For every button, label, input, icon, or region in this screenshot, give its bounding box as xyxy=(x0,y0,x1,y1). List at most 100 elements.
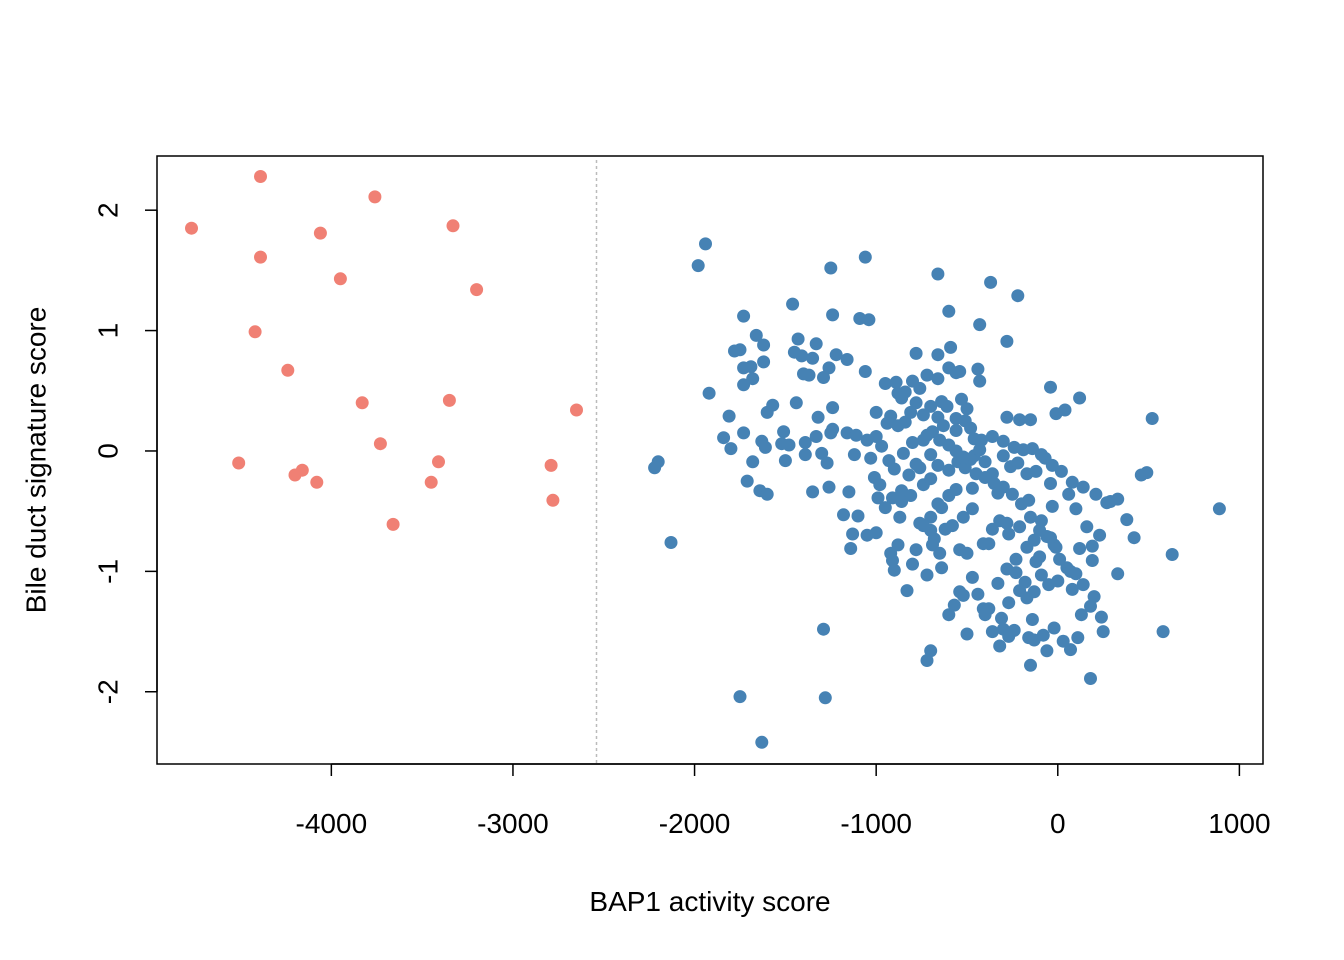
data-point xyxy=(931,348,945,362)
data-point xyxy=(1049,540,1063,554)
data-point xyxy=(902,468,916,482)
data-point xyxy=(373,437,387,451)
data-point xyxy=(842,485,856,499)
data-point xyxy=(844,542,858,555)
x-tick-label: 0 xyxy=(1050,808,1066,839)
data-point xyxy=(996,434,1010,448)
data-point xyxy=(1044,477,1057,490)
data-point xyxy=(942,304,956,318)
data-point xyxy=(733,690,747,704)
data-point xyxy=(1044,380,1057,394)
data-point xyxy=(889,375,903,389)
data-point xyxy=(964,421,978,435)
data-point xyxy=(860,433,874,447)
data-point xyxy=(887,563,901,577)
data-point xyxy=(1085,539,1099,553)
data-point xyxy=(840,353,854,366)
data-point xyxy=(1053,552,1067,566)
data-point xyxy=(546,493,560,507)
data-point xyxy=(1080,520,1094,534)
data-point xyxy=(1005,487,1019,501)
data-point xyxy=(1094,610,1108,624)
data-point xyxy=(933,546,947,560)
data-point xyxy=(869,526,883,540)
data-point xyxy=(755,434,769,448)
data-point xyxy=(648,461,662,475)
data-point xyxy=(973,318,987,332)
y-tick-label: -2 xyxy=(93,679,124,704)
data-point xyxy=(955,392,968,406)
data-point xyxy=(1212,502,1226,516)
data-point xyxy=(791,332,805,346)
data-point xyxy=(1025,613,1039,626)
data-point xyxy=(820,456,834,470)
data-point xyxy=(254,250,267,264)
data-point xyxy=(424,475,438,489)
data-point xyxy=(1011,289,1025,303)
data-point xyxy=(717,431,731,445)
data-point xyxy=(847,448,861,462)
data-point xyxy=(949,424,963,437)
data-point xyxy=(909,346,923,360)
data-point xyxy=(777,425,791,439)
data-point xyxy=(1056,634,1070,648)
data-point xyxy=(935,561,949,575)
data-point xyxy=(822,361,836,375)
data-point xyxy=(1084,599,1097,613)
data-point xyxy=(924,510,938,524)
data-point xyxy=(853,312,867,325)
data-point xyxy=(1073,391,1087,405)
data-point xyxy=(973,374,987,388)
data-point xyxy=(1145,412,1159,425)
data-point xyxy=(893,510,907,524)
data-point xyxy=(755,735,769,749)
y-tick-label: 1 xyxy=(93,323,124,339)
data-point xyxy=(1000,334,1014,348)
y-axis-label: Bile duct signature score xyxy=(21,307,52,614)
data-point xyxy=(1002,527,1016,541)
data-point xyxy=(733,343,747,357)
y-tick-label: 0 xyxy=(93,443,124,459)
data-point xyxy=(1034,448,1048,462)
data-point xyxy=(960,402,974,416)
data-point xyxy=(787,345,801,359)
data-point xyxy=(984,275,998,289)
data-point xyxy=(1073,542,1087,555)
data-point xyxy=(724,442,738,456)
data-point xyxy=(1065,582,1079,596)
data-point xyxy=(991,576,1005,590)
data-point xyxy=(1047,621,1061,635)
data-point xyxy=(953,585,967,599)
data-point xyxy=(1089,487,1103,501)
data-point xyxy=(789,396,803,410)
data-point xyxy=(920,568,934,582)
data-point xyxy=(470,283,484,297)
data-point xyxy=(924,644,938,658)
data-point xyxy=(1000,410,1014,424)
data-point xyxy=(913,461,927,475)
data-point xyxy=(965,570,979,584)
data-point xyxy=(1009,552,1023,566)
data-point xyxy=(386,517,400,531)
data-point xyxy=(909,543,923,557)
data-point xyxy=(1027,533,1041,547)
data-point xyxy=(295,463,309,477)
data-point xyxy=(544,458,558,472)
data-point xyxy=(886,491,899,505)
data-point xyxy=(1009,566,1023,580)
data-point xyxy=(849,428,863,442)
data-point xyxy=(1100,496,1114,510)
data-point xyxy=(858,250,872,264)
data-point xyxy=(891,419,905,433)
data-point xyxy=(1165,548,1179,561)
data-point xyxy=(722,409,736,423)
data-point xyxy=(965,502,979,516)
data-point xyxy=(945,519,959,533)
data-point xyxy=(920,368,934,382)
data-point xyxy=(927,532,941,546)
data-point xyxy=(851,509,865,523)
data-point xyxy=(960,546,974,560)
data-point xyxy=(746,372,760,386)
data-point xyxy=(778,454,792,468)
